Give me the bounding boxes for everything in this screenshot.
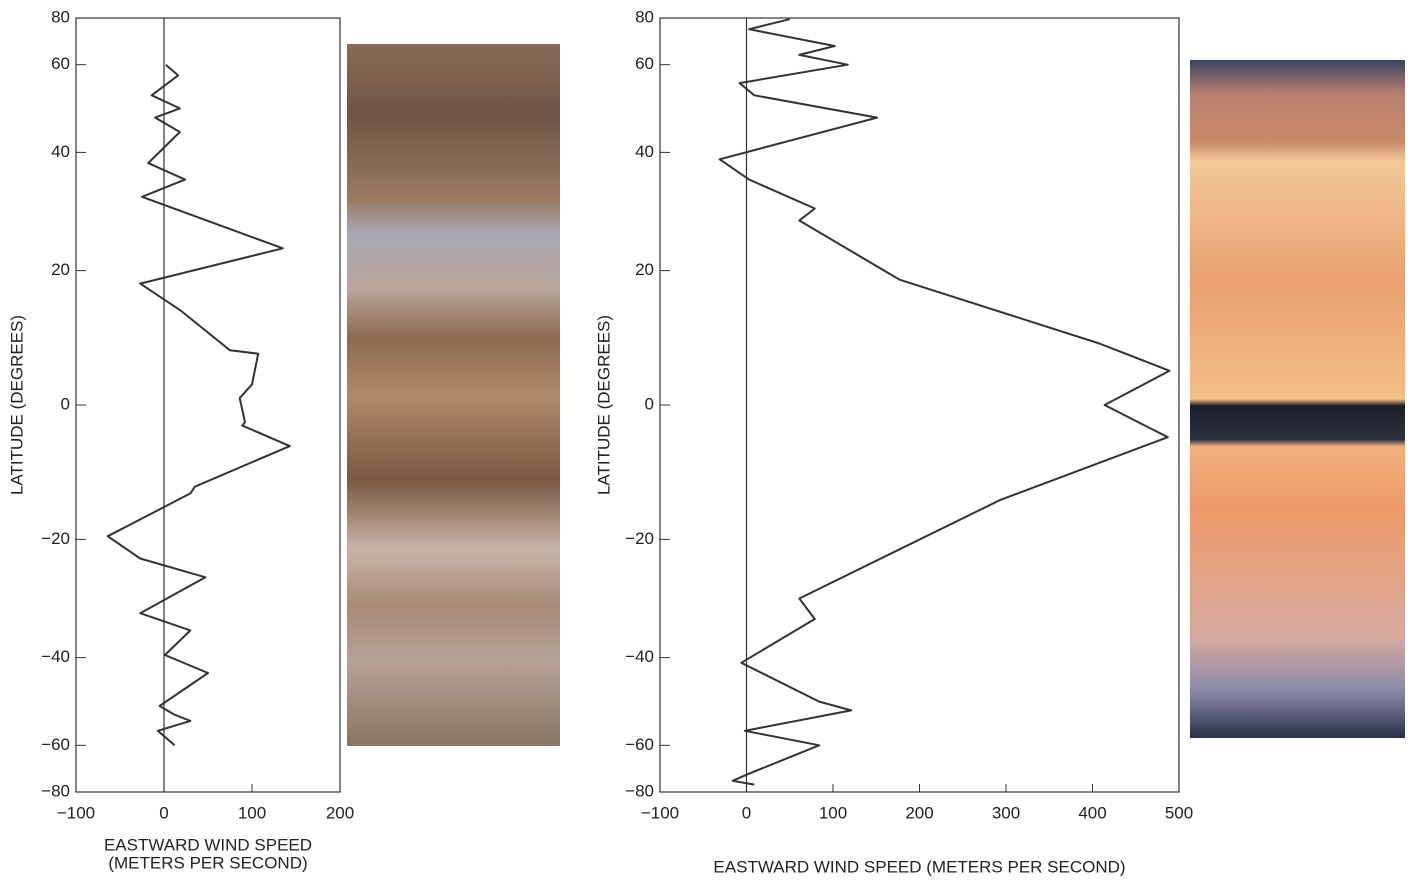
y-tick-label: 80: [635, 7, 654, 26]
x-tick-label: 100: [238, 803, 266, 822]
y-tick-label: 40: [51, 142, 70, 161]
y-tick-label: −60: [41, 735, 70, 754]
x-tick-label: 0: [159, 803, 168, 822]
x-tick-label: −100: [57, 803, 95, 822]
y-tick-label: −80: [625, 781, 654, 800]
y-tick-label: −20: [625, 529, 654, 548]
x-tick-label: −100: [641, 803, 679, 822]
y-tick-label: 20: [635, 260, 654, 279]
plot-frame: [75, 17, 341, 793]
plot-frame: [659, 17, 1180, 793]
y-tick-label: −80: [41, 781, 70, 800]
y-tick-label: −40: [41, 647, 70, 666]
x-axis-label: EASTWARD WIND SPEED: [104, 835, 312, 854]
y-tick-label: 80: [51, 7, 70, 26]
y-axis-label: LATITUDE (DEGREES): [7, 315, 26, 495]
y-tick-label: −20: [41, 529, 70, 548]
y-tick-label: 0: [645, 394, 654, 413]
x-tick-label: 100: [819, 803, 847, 822]
y-tick-label: 60: [51, 54, 70, 73]
x-tick-label: 200: [326, 803, 354, 822]
x-tick-label: 400: [1078, 803, 1106, 822]
x-axis-label: EASTWARD WIND SPEED (METERS PER SECOND): [713, 857, 1125, 876]
y-axis-label: LATITUDE (DEGREES): [594, 315, 613, 495]
y-tick-label: 20: [51, 260, 70, 279]
y-tick-label: −60: [625, 735, 654, 754]
x-tick-label: 200: [905, 803, 933, 822]
jupiter-image: [347, 44, 560, 746]
y-tick-label: −40: [625, 647, 654, 666]
saturn-image: [1190, 60, 1405, 738]
wind-profile: [718, 18, 1171, 786]
y-tick-label: 0: [61, 394, 70, 413]
wind-profile: [106, 63, 291, 747]
y-tick-label: 60: [635, 54, 654, 73]
x-tick-label: 500: [1165, 803, 1193, 822]
x-tick-label: 0: [742, 803, 751, 822]
x-tick-label: 300: [992, 803, 1020, 822]
y-tick-label: 40: [635, 142, 654, 161]
x-axis-label: (METERS PER SECOND): [108, 853, 307, 872]
